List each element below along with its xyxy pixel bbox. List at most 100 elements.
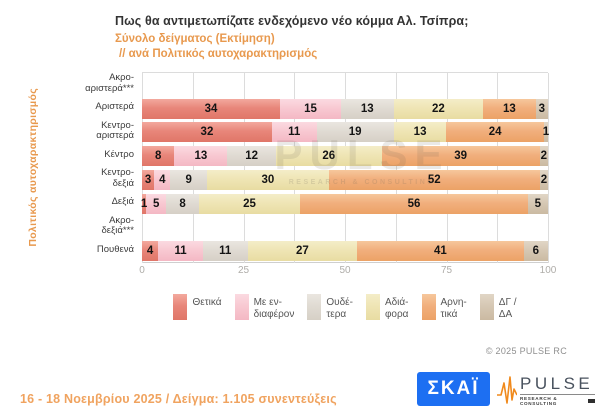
bar-value-label: 24 [488, 126, 502, 139]
bar-value-label: 13 [360, 102, 374, 115]
bar-row [142, 216, 548, 240]
bar-segment: 56 [300, 193, 528, 214]
legend-swatch [365, 294, 380, 320]
legend-swatch [173, 294, 188, 320]
bar-segment: 39 [381, 146, 540, 167]
bar-segment: 32 [142, 122, 272, 143]
legend-item: ΔΓ / ΔΑ [479, 294, 517, 321]
bar-segment: 13 [340, 98, 394, 119]
bar-segment: 1 [140, 193, 148, 214]
category-label: Αριστερά [95, 101, 134, 113]
bar-value-label: 22 [431, 102, 445, 115]
bar-value-label: 11 [219, 245, 232, 258]
stacked-bar: 4 11 11 27 41 6 [142, 241, 548, 262]
bar-row: 32 11 19 13 24 1 [142, 121, 550, 145]
category-labels: Ακρο-αριστερά*** Αριστερά Κεντρο-αριστερά Κ… [40, 72, 138, 262]
bar-segment: 26 [275, 146, 382, 167]
bar-value-label: 25 [243, 197, 256, 210]
legend-label: Θετικά [192, 297, 222, 308]
bar-row: 3 4 9 30 52 2 [142, 168, 548, 192]
bar-segment: 4 [142, 241, 159, 262]
bar-segment: 9 [170, 169, 207, 190]
bar-segment: 8 [142, 146, 175, 167]
bar-segment: 6 [523, 241, 548, 262]
category-label: Πουθενά [96, 243, 134, 255]
legend-label: ΔΓ / ΔΑ [498, 297, 517, 320]
bar-row: 34 15 13 22 13 3 [142, 97, 548, 121]
bar-segment: 27 [247, 241, 358, 262]
bar-segment: 11 [202, 241, 248, 262]
bar-value-label: 5 [534, 197, 542, 210]
bar-value-label: 1 [542, 126, 550, 139]
bar-value-label: 30 [261, 173, 275, 186]
fieldwork-sample-note: 16 - 18 Νοεμβρίου 2025 / Δείγμα: 1.105 σ… [20, 392, 337, 406]
stacked-bar: 34 15 13 22 13 3 [142, 98, 548, 119]
legend-label: Με εν-διαφέρον [253, 297, 295, 320]
category-label: Ακρο-δεξιά*** [101, 214, 134, 237]
bar-row: 8 13 12 26 39 2 [142, 144, 548, 168]
stacked-bar: 3 4 9 30 52 2 [142, 169, 548, 190]
x-axis-ticks: 0 25 50 75 100 [139, 265, 556, 279]
x-tick-label: 50 [339, 265, 351, 276]
bar-segment: 3 [535, 98, 548, 119]
bar-value-label: 56 [407, 197, 421, 210]
bar-segment: 30 [206, 169, 329, 190]
bar-value-label: 8 [155, 150, 162, 163]
legend-item: Με εν-διαφέρον [234, 294, 295, 321]
bar-segment: 41 [357, 241, 524, 262]
bar-segment: 19 [316, 122, 394, 143]
gridline [395, 73, 397, 263]
chart-subtitle-sample: Σύνολο δείγματος (Εκτίμηση) [115, 33, 275, 45]
bar-value-label: 11 [174, 245, 187, 258]
legend-label: Αδιά-φορα [384, 297, 409, 320]
bar-value-label: 5 [152, 197, 160, 210]
gridline [345, 73, 346, 263]
bar-value-label: 3 [538, 102, 546, 115]
bar-value-label: 39 [454, 150, 468, 163]
bar-value-label: 13 [413, 126, 427, 139]
bar-value-label: 41 [433, 245, 447, 258]
copyright-text: © 2025 PULSE RC [485, 346, 567, 356]
bar-value-label: 2 [540, 150, 548, 163]
legend-item: Ουδέ-τερα [307, 294, 353, 321]
bar-value-label: 3 [144, 173, 152, 186]
stacked-bar: 1 5 8 25 56 5 [140, 193, 548, 214]
gridline [446, 73, 448, 263]
bar-value-label: 2 [540, 173, 548, 186]
bar-segment: 24 [446, 122, 544, 143]
stacked-bar: 32 11 19 13 24 1 [142, 122, 550, 143]
bar-segment: 12 [227, 146, 276, 167]
chart-subtitle-breakdown: // ανά Πολιτικός αυτοχαρακτηρισμός [119, 48, 318, 60]
bar-value-label: 13 [502, 102, 516, 115]
bar-segment: 25 [198, 193, 301, 214]
bar-segment: 1 [542, 122, 550, 143]
bar-segment: 5 [527, 193, 548, 214]
bar-value-label: 15 [304, 102, 317, 115]
bar-segment: 3 [142, 169, 155, 190]
legend: Θετικά Με εν-διαφέρον Ουδέ-τερα Αδιά-φορα Αρ… [142, 294, 548, 321]
category-label: Κέντρο [104, 148, 134, 160]
gridline [142, 73, 143, 263]
bar-value-label: 27 [295, 245, 309, 258]
pulse-waveform-icon [497, 376, 517, 404]
bar-value-label: 11 [288, 126, 301, 139]
gridline [294, 73, 296, 263]
legend-swatch [307, 294, 322, 320]
legend-item: Θετικά [173, 294, 222, 320]
bar-value-label: 19 [348, 126, 362, 139]
bar-segment: 8 [166, 193, 199, 214]
pulse-logo-text: PULSE [520, 373, 594, 393]
bar-segment: 22 [393, 98, 483, 119]
legend-label: Ουδέ-τερα [326, 297, 353, 320]
legend-label: Αρνη-τικά [440, 297, 467, 320]
category-label: Κεντρο-αριστερά [96, 119, 134, 142]
bar-value-label: 32 [200, 126, 214, 139]
bar-value-label: 1 [140, 197, 148, 210]
bar-segment: 13 [393, 122, 447, 143]
x-tick-label: 25 [237, 265, 250, 276]
bar-value-label: 12 [245, 150, 258, 163]
bar-row: 4 11 11 27 41 6 [142, 239, 548, 263]
legend-swatch [234, 294, 249, 320]
bar-value-label: 6 [532, 245, 539, 258]
